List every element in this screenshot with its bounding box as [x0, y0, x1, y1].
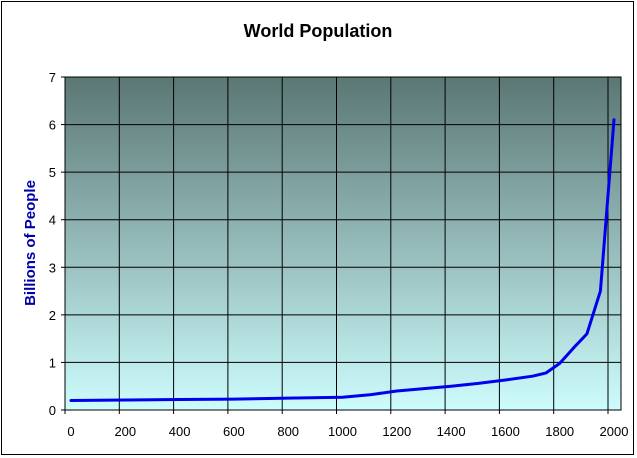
chart-title: World Population	[244, 21, 393, 41]
x-tick-label: 1800	[545, 424, 574, 439]
x-tick-label: 1200	[382, 424, 411, 439]
x-tick-label: 800	[277, 424, 299, 439]
x-tick-label: 600	[223, 424, 245, 439]
y-tick-label: 1	[49, 355, 56, 370]
population-line	[69, 118, 616, 402]
x-tick-label: 200	[114, 424, 136, 439]
y-tick-label: 0	[49, 403, 56, 418]
x-axis-ticks: 0 200 400 600 800 1000 1200 1400 1600 1800 2000	[64, 410, 629, 439]
y-tick-label: 4	[49, 213, 56, 228]
y-tick-label: 2	[49, 308, 56, 323]
x-tick-label: 1600	[491, 424, 520, 439]
y-tick-label: 6	[49, 118, 56, 133]
x-tick-label: 2000	[600, 424, 629, 439]
y-tick-label: 7	[49, 70, 56, 85]
y-axis-ticks: 0 1 2 3 4 5 6 7	[49, 70, 65, 418]
plot-border	[64, 76, 622, 411]
x-tick-label: 1400	[437, 424, 466, 439]
y-axis-label: Billions of People	[22, 180, 39, 306]
x-tick-label: 1000	[328, 424, 357, 439]
plot-area	[65, 77, 621, 410]
x-tick-label: 400	[169, 424, 191, 439]
y-tick-label: 3	[49, 260, 56, 275]
y-tick-label: 5	[49, 165, 56, 180]
x-tick-label: 0	[67, 424, 74, 439]
